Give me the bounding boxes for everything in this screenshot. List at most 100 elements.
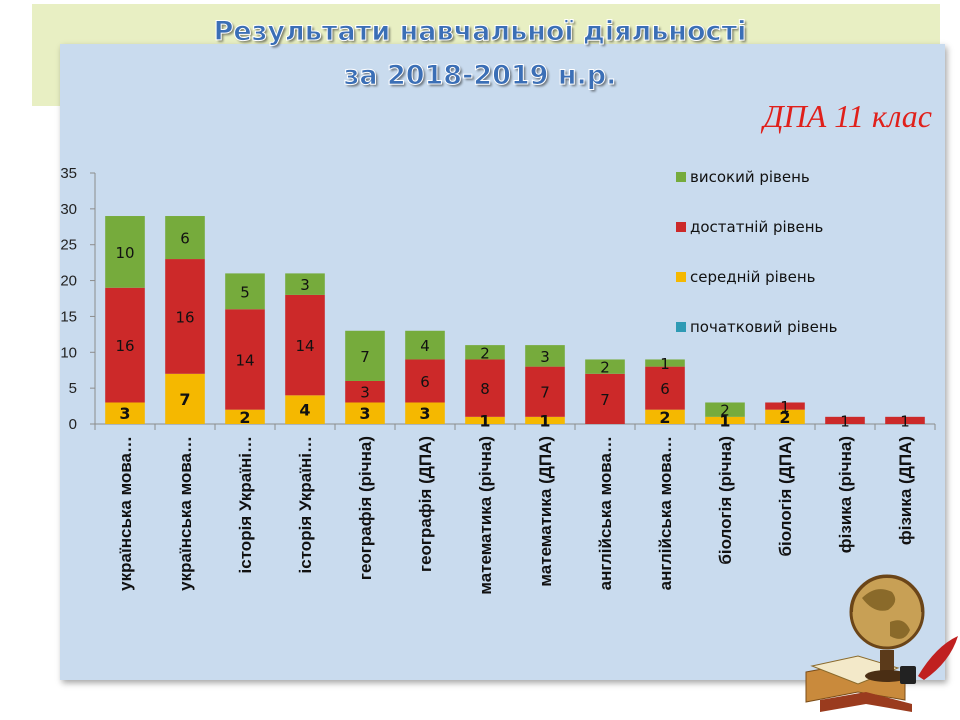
- bar-segment: [525, 345, 565, 367]
- bar-segment: [285, 294, 325, 396]
- bar-segment: [705, 402, 745, 417]
- data-label: 10: [115, 244, 134, 262]
- bar-segment: [405, 402, 445, 424]
- data-label: 7: [600, 391, 610, 409]
- data-label: 7: [360, 348, 370, 366]
- data-label: 2: [720, 402, 730, 420]
- y-tick-label: 15: [60, 308, 77, 325]
- data-label: 6: [420, 373, 430, 391]
- data-label: 2: [480, 344, 490, 362]
- data-label: 1: [719, 411, 730, 430]
- x-tick-label: історія Україні…: [236, 436, 255, 573]
- legend-label: достатній рівень: [690, 218, 823, 236]
- bar-segment: [525, 366, 565, 417]
- data-label: 3: [300, 276, 310, 294]
- bar-segment: [345, 380, 385, 403]
- y-tick-label: 5: [69, 380, 77, 397]
- bar-segment: [165, 259, 205, 374]
- bar-segment: [165, 373, 205, 424]
- data-label: 3: [359, 404, 370, 423]
- data-label: 6: [660, 380, 670, 398]
- bar-segment: [825, 416, 865, 424]
- legend-label: середній рівень: [690, 268, 816, 286]
- slide-title-line-2: за 2018-2019 н.р.: [343, 60, 617, 92]
- data-label: 14: [235, 351, 254, 369]
- data-label: 2: [779, 408, 790, 427]
- bar-segment: [465, 416, 505, 424]
- chart-bars: [105, 216, 925, 424]
- x-tick-label: географія (ДПА): [416, 436, 435, 572]
- legend-label: високий рівень: [690, 168, 810, 186]
- y-tick-label: 30: [60, 201, 77, 218]
- bar-segment: [585, 359, 625, 374]
- data-label: 14: [295, 337, 314, 355]
- bar-segment: [345, 330, 385, 381]
- data-label: 7: [540, 384, 550, 402]
- y-tick-label: 25: [60, 237, 77, 254]
- data-label: 3: [360, 384, 370, 402]
- bar-segment: [285, 273, 325, 295]
- bar-segment: [885, 416, 925, 424]
- data-label: 1: [539, 411, 550, 430]
- bar-segment: [105, 402, 145, 424]
- slide-title-line-1: Результати навчальної діяльності: [213, 16, 747, 48]
- data-label: 2: [239, 408, 250, 427]
- bar-segment: [465, 345, 505, 360]
- bar-segment: [225, 273, 265, 310]
- books-icon: [805, 655, 912, 712]
- data-label: 3: [419, 404, 430, 423]
- quill-icon: [900, 636, 958, 684]
- bar-segment: [285, 395, 325, 424]
- bar-segment: [105, 287, 145, 403]
- data-label: 16: [175, 308, 194, 326]
- legend-swatch: [676, 322, 686, 332]
- bar-segment: [645, 359, 685, 367]
- y-tick-label: 10: [60, 344, 77, 361]
- data-label: 3: [119, 404, 130, 423]
- x-tick-label: українська мова…: [176, 436, 195, 591]
- y-tick-label: 35: [60, 165, 77, 182]
- slide-subtitle: ДПА 11 клас: [763, 98, 932, 134]
- x-tick-label: біологія (річна): [716, 436, 735, 565]
- bar-segment: [405, 330, 445, 360]
- data-label: 7: [179, 390, 190, 409]
- data-label: 5: [240, 283, 250, 301]
- legend-swatch: [676, 272, 686, 282]
- x-tick-label: українська мова…: [116, 436, 135, 591]
- x-tick-label: математика (ДПА): [536, 436, 555, 587]
- x-tick-label: англійська мова…: [656, 436, 675, 590]
- bar-segment: [765, 402, 805, 410]
- bar-segment: [645, 409, 685, 424]
- chart-legend: високий рівень достатній рівень середній р…: [676, 168, 838, 336]
- data-label: 6: [180, 230, 190, 248]
- legend-swatch: [676, 222, 686, 232]
- data-label: 4: [299, 401, 310, 420]
- data-label: 1: [660, 355, 670, 373]
- data-label: 4: [420, 337, 430, 355]
- bar-segment: [585, 373, 625, 424]
- data-label: 1: [840, 412, 850, 430]
- x-tick-label: англійська мова…: [596, 436, 615, 590]
- data-label: 16: [115, 337, 134, 355]
- data-label: 2: [659, 408, 670, 427]
- bar-segment: [525, 416, 565, 424]
- bar-segment: [105, 216, 145, 288]
- data-label: 1: [900, 412, 910, 430]
- bar-segment: [225, 409, 265, 424]
- data-label: 1: [780, 398, 790, 416]
- x-tick-label: фізика (ДПА): [896, 436, 915, 545]
- legend-label: початковий рівень: [690, 318, 838, 336]
- y-tick-label: 0: [69, 416, 77, 433]
- x-tick-label: географія (річна): [356, 436, 375, 580]
- x-tick-label: математика (річна): [476, 436, 495, 595]
- bar-segment: [405, 359, 445, 403]
- legend-swatch: [676, 172, 686, 182]
- bar-segment: [465, 359, 505, 417]
- data-label: 8: [480, 380, 490, 398]
- bar-segment: [645, 366, 685, 410]
- data-label: 2: [600, 359, 610, 377]
